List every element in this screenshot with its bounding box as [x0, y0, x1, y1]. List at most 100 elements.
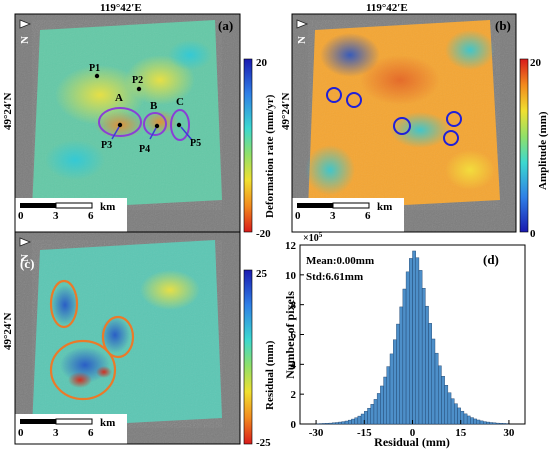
histogram-bar: [413, 251, 416, 424]
svg-text:N: N: [296, 36, 308, 44]
point-p5-label: P5: [190, 138, 201, 149]
histogram-bar: [387, 367, 390, 424]
histogram-y-axis-label: Number of pixels: [283, 291, 297, 379]
point-p2-label: P2: [132, 75, 143, 86]
histogram-bar: [323, 423, 326, 424]
histogram-bar: [486, 422, 489, 424]
histogram-mean-label: Mean:0.00mm: [306, 255, 374, 267]
histogram-bar: [374, 399, 377, 424]
histogram-bar: [464, 414, 467, 424]
svg-text:km: km: [100, 417, 115, 429]
region-b-label: B: [150, 100, 158, 112]
panel-a-colorbar-min: -20: [256, 228, 271, 240]
histogram-bar: [348, 420, 351, 424]
histogram-bar: [448, 393, 451, 424]
panel-a-colorbar-max: 20: [256, 57, 268, 69]
panel-b: N 0 3 6 km (b) 119°42′E 49°24′N 20 0 Amp…: [280, 2, 549, 240]
panel-a-scale-bar: 0 3 6 km: [15, 198, 127, 232]
point-p3-label: P3: [101, 140, 112, 151]
svg-text:3: 3: [53, 210, 59, 222]
svg-text:3: 3: [330, 210, 336, 222]
point-p3-marker: [118, 123, 122, 127]
histogram-y-tick-label: 0: [291, 419, 297, 431]
histogram-bar: [467, 416, 470, 424]
histogram-bar: [371, 404, 374, 424]
histogram-bar: [422, 288, 425, 424]
region-a-label: A: [115, 92, 123, 104]
histogram-std-label: Std:6.61mm: [306, 271, 363, 283]
histogram-bar: [393, 340, 396, 424]
svg-text:0: 0: [18, 427, 24, 439]
panel-d-label: (d): [483, 252, 499, 267]
histogram-bar: [451, 399, 454, 424]
histogram-bar: [345, 421, 348, 424]
point-p1-label: P1: [89, 63, 100, 74]
panel-b-colorbar: [520, 59, 528, 232]
histogram-bar: [384, 377, 387, 424]
panel-a-colorbar: [244, 59, 252, 232]
histogram-bar: [342, 422, 345, 424]
histogram-bar: [339, 422, 342, 424]
panel-c-scale-bar: 0 3 6 km: [15, 414, 127, 444]
panel-a-latitude-label: 49°24′N: [2, 93, 14, 130]
histogram-bar: [419, 270, 422, 424]
point-p4-label: P4: [139, 144, 150, 155]
histogram-x-axis-label: Residual (mm): [374, 435, 450, 449]
panel-c-colorbar-min: -25: [256, 437, 271, 449]
panel-b-scale-bar: 0 3 6 km: [292, 198, 404, 232]
point-p1-marker: [95, 74, 99, 78]
histogram-bar: [403, 289, 406, 424]
histogram-y-tick-label: 10: [285, 270, 297, 282]
panel-b-colorbar-label: Amplitude (mm): [537, 111, 549, 190]
histogram-bar: [358, 416, 361, 424]
histogram-x-tick-label: -15: [357, 427, 372, 439]
panel-a: P1 P2 P3 P4 P5 A B C N 0 3 6 km (a) 119°…: [2, 2, 276, 240]
histogram-bar: [470, 418, 473, 424]
histogram-bar: [332, 423, 335, 424]
panel-b-longitude-label: 119°42′E: [366, 2, 408, 14]
panel-b-colorbar-max: 20: [530, 57, 542, 69]
point-p2-marker: [137, 87, 141, 91]
histogram-bar: [425, 306, 428, 424]
histogram-y-tick-label: 12: [285, 240, 297, 252]
panel-c: N 0 3 6 km (c) 49°24′N 25 -25 Residual (…: [2, 232, 276, 449]
histogram-bar: [416, 258, 419, 424]
histogram-bar: [406, 272, 409, 424]
histogram-bar: [335, 423, 338, 424]
histogram-bar: [496, 423, 499, 424]
panel-b-colorbar-min: 0: [530, 228, 536, 240]
histogram-bar: [477, 420, 480, 424]
histogram-bar: [432, 339, 435, 424]
histogram-bar: [503, 423, 506, 424]
panel-c-colorbar-label: Residual (mm): [264, 340, 276, 410]
panel-c-latitude-label: 49°24′N: [2, 313, 14, 350]
histogram-bar: [380, 386, 383, 424]
histogram-x-tick-label: 30: [503, 427, 515, 439]
svg-text:3: 3: [53, 427, 59, 439]
histogram-bar: [429, 323, 432, 424]
histogram-bar: [355, 418, 358, 424]
histogram-x-tick-label: -30: [309, 427, 324, 439]
histogram-bar: [435, 353, 438, 424]
region-c-label: C: [176, 96, 184, 108]
histogram-bar: [490, 423, 493, 424]
histogram-bar: [329, 423, 332, 424]
histogram-bar: [377, 393, 380, 424]
histogram-x-tick-label: 15: [455, 427, 467, 439]
point-p5-marker: [177, 123, 181, 127]
svg-text:6: 6: [88, 427, 94, 439]
svg-text:km: km: [100, 201, 115, 213]
histogram-bar: [499, 423, 502, 424]
histogram-bar: [474, 419, 477, 424]
histogram-bar: [326, 423, 329, 424]
histogram-bar: [409, 258, 412, 424]
histogram-bar: [396, 324, 399, 424]
svg-text:km: km: [377, 201, 392, 213]
histogram-bar: [438, 366, 441, 424]
panel-b-label: (b): [495, 18, 511, 33]
point-p4-marker: [155, 124, 159, 128]
panel-a-label: (a): [218, 18, 233, 33]
panel-c-label: (c): [20, 256, 34, 271]
histogram-y-multiplier: ×105: [303, 231, 323, 244]
